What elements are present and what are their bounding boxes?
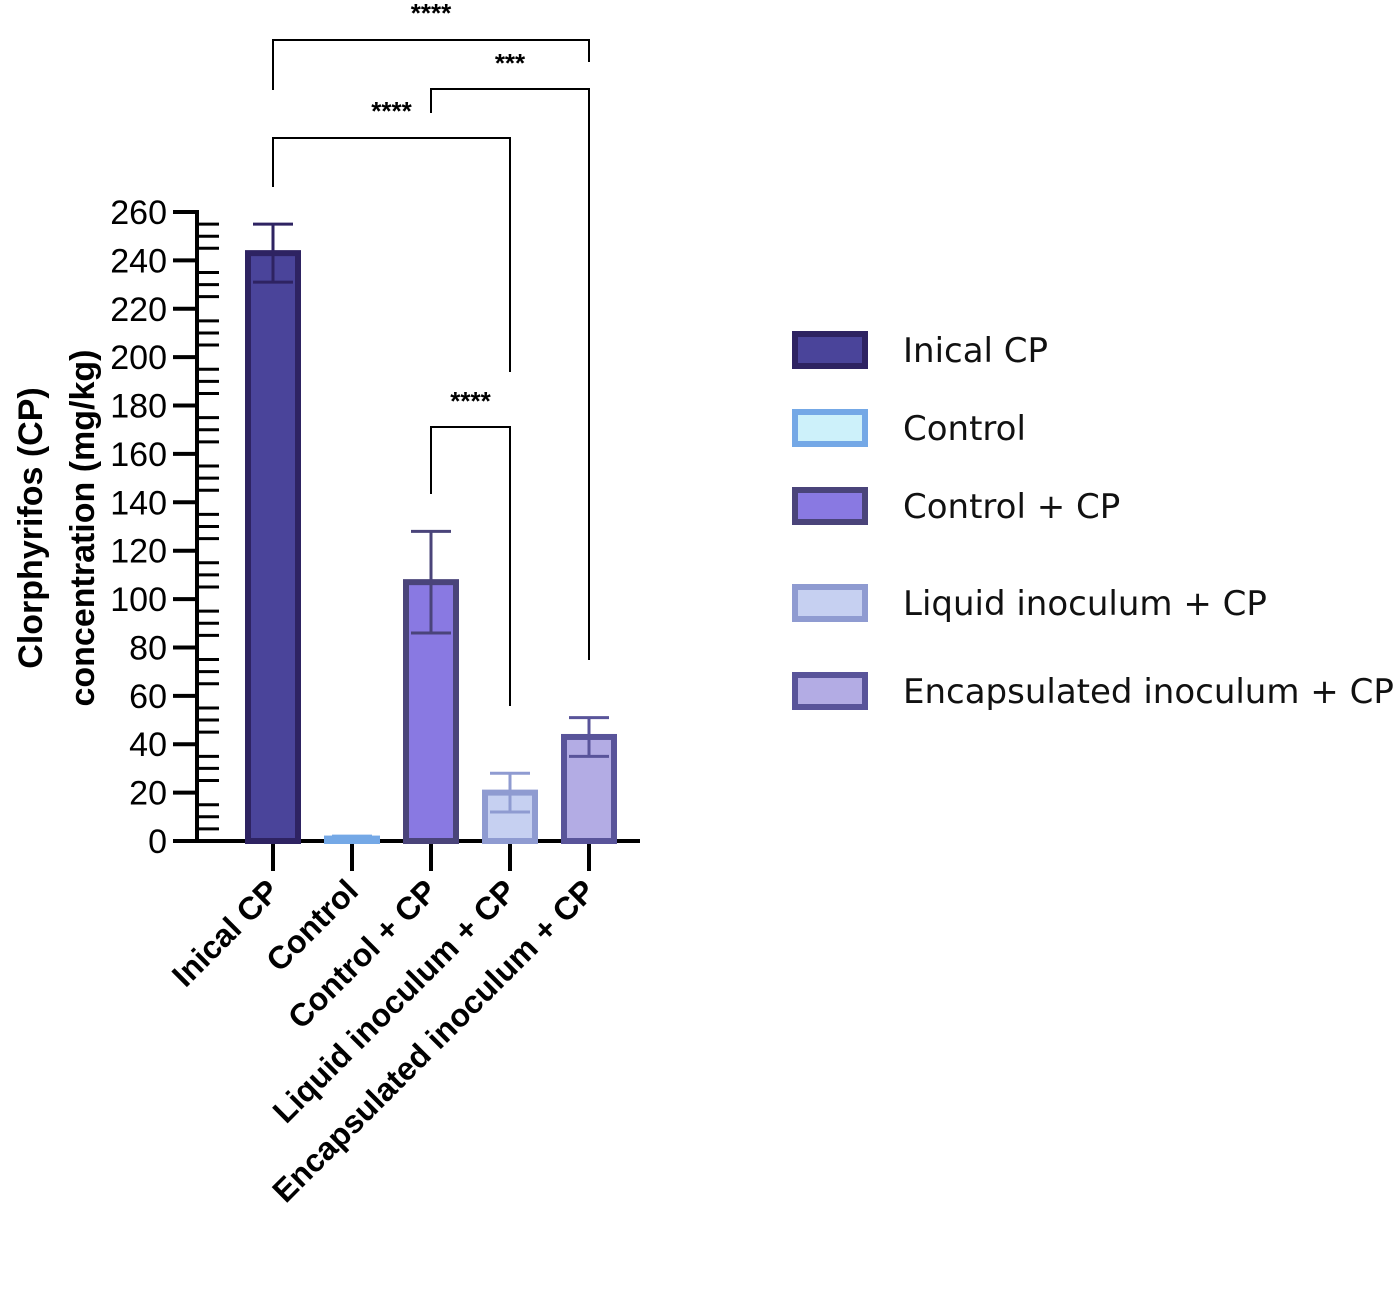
error-bars [253,222,609,843]
significance-bracket [430,88,590,660]
y-tick-label: 160 [110,436,167,474]
y-tick-label: 260 [110,194,167,232]
bar-0 [245,250,301,844]
y-axis-label-line-1: Clorphyrifos (CP) [12,387,50,668]
y-axis-label-line-2: concentration (mg/kg) [64,349,102,706]
y-tick-label: 120 [110,533,167,571]
significance-label: **** [411,0,452,28]
y-axis-label: Clorphyrifos (CP) concentration (mg/kg) [12,349,102,706]
legend-label: Inical CP [903,331,1048,371]
x-category-label: Inical CP [165,872,286,993]
significance-bracket [272,137,511,372]
significance-brackets: *************** [272,0,590,706]
significance-label: **** [371,96,412,126]
legend-label: Control + CP [903,487,1120,527]
y-tick-label: 180 [110,388,167,426]
legend-label: Liquid inoculum + CP [903,584,1267,624]
significance-bracket [272,39,590,90]
y-tick-label: 200 [110,339,167,377]
y-tick-label: 240 [110,242,167,280]
y-tick-label: 0 [148,823,167,861]
y-tick-label: 20 [129,775,167,813]
significance-label: **** [450,386,491,416]
y-tick-label: 80 [129,629,167,667]
legend: Inical CP Control Control + CP Liquid inocu… [792,331,1394,712]
legend-swatch [792,487,868,525]
bars [245,250,617,845]
y-tick-label: 100 [110,581,167,619]
significance-bracket [430,426,511,706]
significance-label: *** [495,48,526,78]
legend-label: Encapsulated inoculum + CP [903,672,1394,712]
y-tick-label: 40 [129,726,167,764]
y-tick-label: 60 [129,678,167,716]
y-tick-label: 220 [110,291,167,329]
y-tick-label: 140 [110,484,167,522]
axes: 0 20 40 60 80 100 120 140 160 180 200 220 240 260 [110,194,640,871]
legend-swatch [792,672,868,710]
legend-swatch [792,331,868,369]
legend-label: Control [903,409,1026,449]
legend-swatch [792,584,868,622]
legend-swatch [792,409,868,447]
